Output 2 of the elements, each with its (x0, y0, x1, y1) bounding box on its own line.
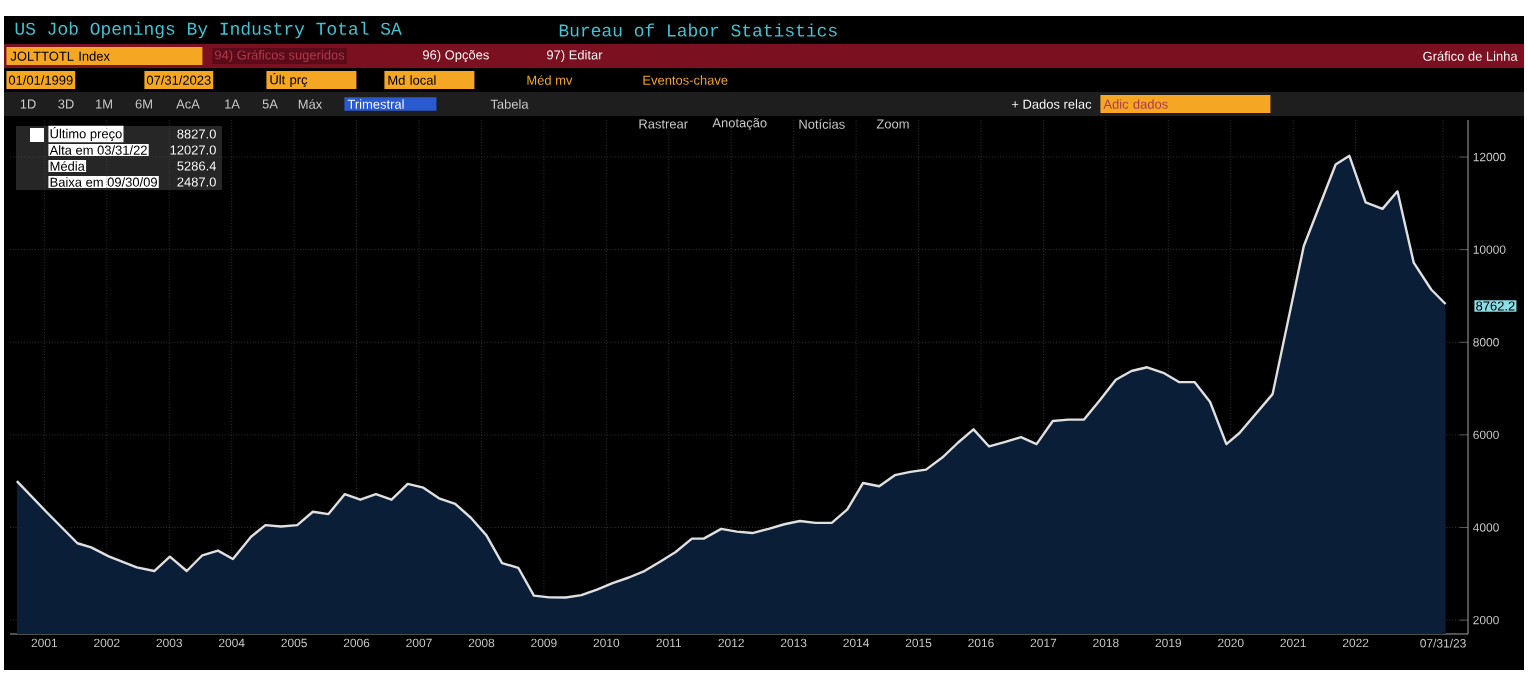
chart-subtitle: Bureau of Labor Statistics (559, 23, 837, 37)
chart-title: US Job Openings By Industry Total SA (15, 21, 402, 39)
